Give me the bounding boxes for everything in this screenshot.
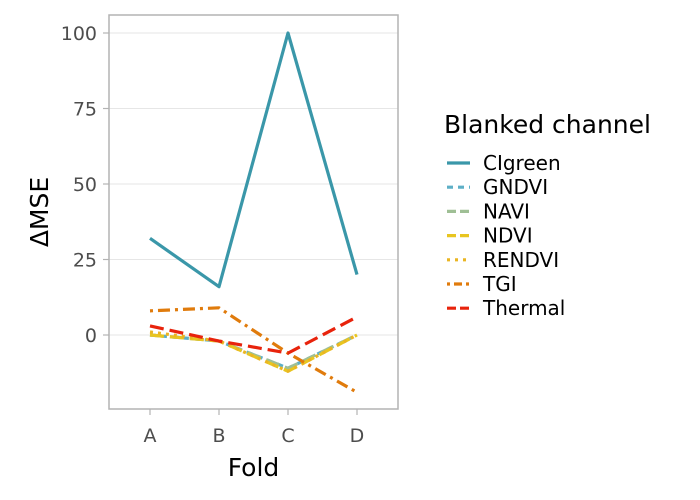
plot-panel-border (108, 14, 399, 410)
series-line-rendvi (149, 330, 358, 373)
y-tick-label: 25 (73, 250, 97, 272)
legend-label-rendvi: RENDVI (483, 248, 559, 272)
x-tick-label: C (281, 425, 294, 447)
y-tick-label: 75 (73, 99, 97, 121)
series-line-ndvi (149, 333, 358, 373)
x-axis-title: Fold (228, 453, 280, 482)
x-tick-label: B (212, 425, 225, 447)
x-tick-label: A (144, 425, 157, 447)
legend-label-thermal: Thermal (482, 296, 565, 320)
y-axis-title: ΔMSE (25, 177, 54, 247)
legend-label-tgi: TGI (482, 272, 517, 296)
series-line-cigreen (149, 31, 359, 289)
legend-label-navi: NAVI (483, 199, 530, 223)
series-line-tgi (149, 306, 358, 394)
gridlines (109, 32, 398, 336)
x-tick-label: D (350, 425, 365, 447)
legend-label-gndvi: GNDVI (483, 175, 548, 199)
y-tick-label: 50 (73, 174, 97, 196)
x-axis-ticks: A B C D (144, 409, 365, 447)
y-tick-label: 100 (61, 23, 97, 45)
series-lines (149, 31, 359, 394)
legend-label-cigreen: CIgreen (483, 151, 561, 175)
y-axis-ticks: 0 25 50 75 100 (61, 23, 109, 347)
y-tick-label: 0 (85, 325, 97, 347)
legend-title: Blanked channel (444, 110, 651, 139)
legend-label-ndvi: NDVI (483, 224, 533, 248)
series-line-thermal (149, 315, 358, 355)
